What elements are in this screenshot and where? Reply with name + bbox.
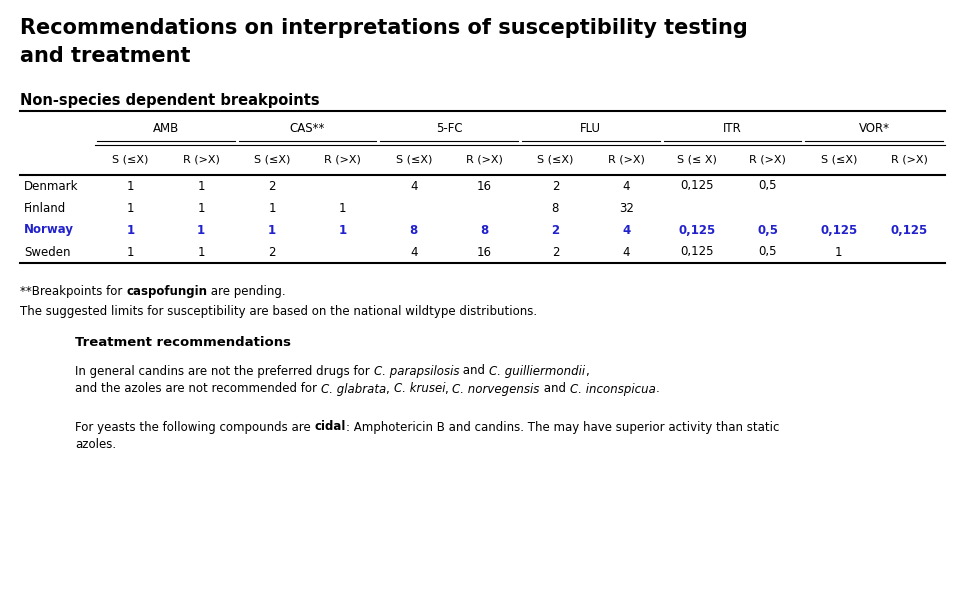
- Text: AMB: AMB: [153, 122, 179, 135]
- Text: R (>X): R (>X): [467, 155, 503, 165]
- Text: 1: 1: [198, 245, 205, 258]
- Text: 8: 8: [480, 223, 489, 237]
- Text: C. parapsilosis: C. parapsilosis: [373, 365, 459, 378]
- Text: are pending.: are pending.: [207, 285, 286, 298]
- Text: Recommendations on interpretations of susceptibility testing: Recommendations on interpretations of su…: [20, 18, 748, 38]
- Text: S (≤ X): S (≤ X): [677, 155, 717, 165]
- Text: For yeasts the following compounds are: For yeasts the following compounds are: [75, 421, 315, 434]
- Text: 0,125: 0,125: [679, 223, 716, 237]
- Text: 2: 2: [269, 180, 276, 192]
- Text: Non-species dependent breakpoints: Non-species dependent breakpoints: [20, 93, 320, 108]
- Text: 0,5: 0,5: [758, 180, 778, 192]
- Text: Sweden: Sweden: [24, 245, 70, 258]
- Text: 0,125: 0,125: [891, 223, 928, 237]
- Text: R (>X): R (>X): [182, 155, 220, 165]
- Text: 2: 2: [551, 223, 560, 237]
- Text: S (≤X): S (≤X): [396, 155, 432, 165]
- Text: 0,125: 0,125: [681, 245, 714, 258]
- Text: S (≤X): S (≤X): [112, 155, 149, 165]
- Text: 16: 16: [477, 180, 492, 192]
- Text: R (>X): R (>X): [891, 155, 928, 165]
- Text: ,: ,: [445, 383, 452, 395]
- Text: ,: ,: [585, 365, 588, 378]
- Text: 8: 8: [410, 223, 418, 237]
- Text: 4: 4: [622, 180, 630, 192]
- Text: .: .: [656, 383, 660, 395]
- Text: 4: 4: [410, 245, 418, 258]
- Text: 4: 4: [410, 180, 418, 192]
- Text: S (≤X): S (≤X): [821, 155, 857, 165]
- Text: Treatment recommendations: Treatment recommendations: [75, 336, 291, 349]
- Text: 0,125: 0,125: [820, 223, 857, 237]
- Text: and: and: [540, 383, 569, 395]
- Text: and the azoles are not recommended for: and the azoles are not recommended for: [75, 383, 321, 395]
- Text: 4: 4: [622, 245, 630, 258]
- Text: caspofungin: caspofungin: [126, 285, 207, 298]
- Text: 1: 1: [127, 180, 134, 192]
- Text: : Amphotericin B and candins. The may have superior activity than static: : Amphotericin B and candins. The may ha…: [346, 421, 780, 434]
- Text: cidal: cidal: [315, 421, 346, 434]
- Text: VOR*: VOR*: [858, 122, 890, 135]
- Text: 1: 1: [339, 202, 347, 215]
- Text: CAS**: CAS**: [290, 122, 325, 135]
- Text: 1: 1: [197, 223, 205, 237]
- Text: 5-FC: 5-FC: [436, 122, 463, 135]
- Text: 0,5: 0,5: [758, 245, 778, 258]
- Text: 1: 1: [339, 223, 347, 237]
- Text: C. guilliermondii: C. guilliermondii: [489, 365, 585, 378]
- Text: and: and: [459, 365, 489, 378]
- Text: 32: 32: [619, 202, 634, 215]
- Text: R (>X): R (>X): [608, 155, 645, 165]
- Text: 1: 1: [127, 245, 134, 258]
- Text: Finland: Finland: [24, 202, 66, 215]
- Text: 1: 1: [269, 202, 276, 215]
- Text: azoles.: azoles.: [75, 438, 116, 451]
- Text: C. inconspicua: C. inconspicua: [569, 383, 656, 395]
- Text: R (>X): R (>X): [324, 155, 361, 165]
- Text: 1: 1: [198, 202, 205, 215]
- Text: 1: 1: [127, 223, 134, 237]
- Text: 1: 1: [835, 245, 843, 258]
- Text: ,: ,: [386, 383, 394, 395]
- Text: 1: 1: [268, 223, 276, 237]
- Text: In general candins are not the preferred drugs for: In general candins are not the preferred…: [75, 365, 373, 378]
- Text: **Breakpoints for: **Breakpoints for: [20, 285, 126, 298]
- Text: 8: 8: [552, 202, 559, 215]
- Text: The suggested limits for susceptibility are based on the national wildtype distr: The suggested limits for susceptibility …: [20, 304, 538, 317]
- Text: ITR: ITR: [723, 122, 742, 135]
- Text: 0,5: 0,5: [757, 223, 779, 237]
- Text: 4: 4: [622, 223, 631, 237]
- Text: 1: 1: [127, 202, 134, 215]
- Text: 16: 16: [477, 245, 492, 258]
- Text: C. norvegensis: C. norvegensis: [452, 383, 540, 395]
- Text: FLU: FLU: [581, 122, 601, 135]
- Text: 2: 2: [552, 245, 559, 258]
- Text: S (≤X): S (≤X): [538, 155, 574, 165]
- Text: and treatment: and treatment: [20, 46, 190, 66]
- Text: 0,125: 0,125: [681, 180, 714, 192]
- Text: C. glabrata: C. glabrata: [321, 383, 386, 395]
- Text: 2: 2: [552, 180, 559, 192]
- Text: R (>X): R (>X): [750, 155, 786, 165]
- Text: 2: 2: [269, 245, 276, 258]
- Text: S (≤X): S (≤X): [253, 155, 290, 165]
- Text: Norway: Norway: [24, 223, 74, 237]
- Text: Denmark: Denmark: [24, 180, 79, 192]
- Text: C. krusei: C. krusei: [394, 383, 445, 395]
- Text: 1: 1: [198, 180, 205, 192]
